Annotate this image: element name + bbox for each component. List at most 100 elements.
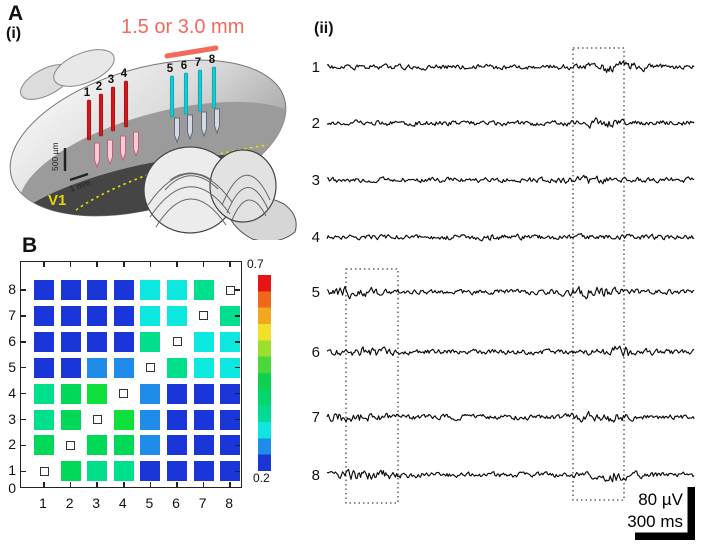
subsurface-electrode-tip — [94, 142, 100, 169]
heatmap-tick — [21, 418, 26, 421]
subsurface-electrode-tip — [107, 139, 113, 166]
y-axis-label: 1 — [8, 462, 16, 479]
heatmap-tick — [229, 262, 231, 267]
heatmap-cell — [220, 383, 241, 404]
heatmap-tick — [69, 262, 72, 267]
heatmap-cell — [34, 409, 54, 430]
heatmap-cell — [167, 383, 187, 404]
trace-label: 5 — [312, 284, 320, 301]
heatmap-cell — [34, 383, 54, 404]
x-axis-label: 4 — [118, 495, 127, 511]
colorbar-min-label: 0.2 — [253, 471, 270, 485]
electrode-shank — [211, 66, 217, 109]
time-scale-label: 300 ms — [627, 512, 683, 531]
heatmap-tick — [149, 262, 152, 267]
heatmap-cell — [87, 280, 108, 300]
width-scale-bar — [69, 172, 89, 182]
electrode-label: 6 — [181, 60, 187, 72]
electrode-label: 1 — [84, 87, 91, 99]
voltage-scale-bar — [687, 487, 695, 538]
colorbar — [258, 275, 271, 471]
cerebellum — [143, 146, 277, 234]
heatmap-cell — [34, 331, 54, 352]
heatmap-tick — [235, 315, 240, 317]
heatmap-frame — [20, 261, 242, 488]
v1-label: V1 — [48, 192, 66, 209]
electrode-shank — [197, 69, 203, 112]
heatmap-cell — [60, 357, 81, 378]
heatmap-tick — [235, 470, 240, 473]
heatmap-tick — [21, 315, 26, 317]
subsurface-electrode-tip — [201, 111, 207, 138]
heatmap-cell — [87, 305, 108, 326]
heatmap-cell — [193, 280, 214, 300]
heatmap-tick — [69, 482, 72, 487]
heatmap-cell — [140, 305, 161, 326]
heatmap-tick — [21, 289, 26, 291]
electrode-shank — [86, 99, 92, 141]
electrode-label: 5 — [167, 63, 174, 75]
trace-label: 1 — [312, 59, 320, 76]
voltage-scale-label: 80 µV — [638, 490, 683, 509]
trace-label: 7 — [312, 409, 320, 426]
heatmap-cell — [167, 409, 187, 430]
trace-label: 4 — [312, 229, 320, 246]
olfactory-bulb-icon — [53, 49, 115, 87]
heatmap-diagonal-marker — [39, 466, 49, 476]
heatmap-tick — [21, 444, 26, 447]
x-axis-label: 2 — [65, 495, 74, 511]
heatmap-cell — [87, 435, 108, 456]
heatmap-diagonal-marker — [199, 311, 209, 321]
heatmap-cell — [193, 331, 214, 352]
heatmap-diagonal-marker — [92, 415, 102, 424]
heatmap-cell — [60, 280, 81, 300]
electrode-shank — [123, 80, 129, 128]
y-axis-label: 4 — [8, 384, 16, 401]
electrode-label: 4 — [121, 68, 128, 80]
heatmap-cell — [140, 331, 161, 352]
x-axis-label: 7 — [198, 495, 207, 511]
heatmap-tick — [21, 470, 26, 473]
heatmap-cell — [167, 305, 187, 326]
heatmap-cell — [140, 461, 161, 482]
y-axis-label: 7 — [8, 306, 16, 323]
heatmap-cell — [193, 435, 214, 456]
heatmap-cell — [60, 305, 81, 326]
heatmap-tick — [235, 444, 240, 447]
heatmap-cell — [220, 461, 241, 482]
trace-path — [326, 117, 695, 129]
trace-label: 6 — [312, 344, 320, 361]
heatmap-cell — [60, 461, 81, 482]
brain-illustration: V1 500 µm 1 mm 1 23 4 5 6 7 8 — [0, 45, 300, 240]
panel-ii-label: (ii) — [314, 20, 334, 37]
burst-window-box — [345, 268, 399, 504]
heatmap-tick — [123, 262, 125, 267]
heatmap-cell — [167, 461, 187, 482]
heatmap-diagonal-marker — [119, 389, 129, 399]
heatmap-tick — [176, 262, 178, 267]
heatmap-cell — [34, 305, 54, 326]
heatmap-cell — [220, 357, 241, 378]
heatmap-tick — [176, 482, 178, 487]
time-scale-bar — [635, 532, 695, 540]
heatmap-tick — [235, 418, 240, 421]
x-axis-label: 8 — [225, 495, 234, 511]
subsurface-electrode-tip — [120, 135, 126, 162]
heatmap-cell — [167, 435, 187, 456]
y-axis-label: 3 — [8, 410, 16, 427]
y-axis-label: 8 — [8, 281, 16, 297]
trace-path — [326, 410, 695, 423]
x-axis-label: 1 — [39, 495, 47, 511]
x-axis-label: 5 — [145, 495, 154, 511]
trace-label: 2 — [312, 115, 320, 132]
heatmap-cell — [87, 461, 108, 482]
y-axis-label: 2 — [8, 436, 16, 453]
burst-window-box — [572, 47, 625, 501]
heatmap-cell — [113, 435, 134, 456]
heatmap-tick — [229, 482, 231, 487]
heatmap-cell — [220, 331, 241, 352]
heatmap-cell — [167, 357, 187, 378]
subsurface-electrode-tip — [187, 114, 193, 141]
x-axis-label: 6 — [172, 495, 180, 511]
